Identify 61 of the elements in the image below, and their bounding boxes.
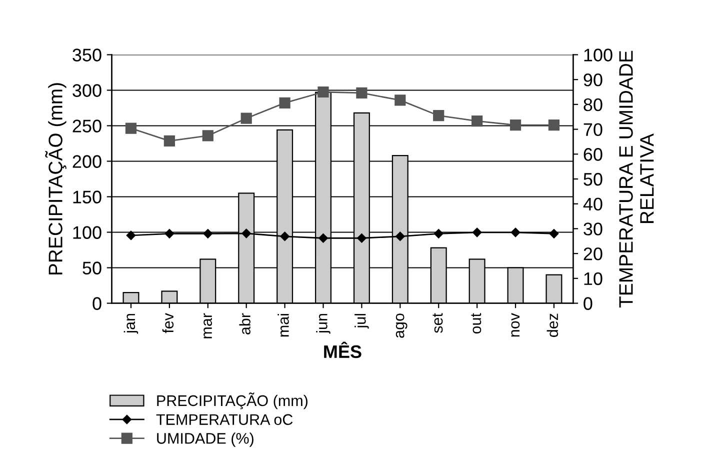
y-tick-label: 0 — [92, 297, 102, 310]
y-tick-label: 50 — [82, 262, 102, 274]
x-tick-label: jun — [316, 314, 330, 334]
point — [126, 230, 136, 240]
legend-label: PRECIPITAÇÃO (mm) — [157, 392, 308, 410]
y-tick-label: 350 — [72, 48, 102, 62]
y2-tick-label: 40 — [583, 198, 602, 211]
point — [164, 229, 174, 238]
point — [318, 234, 328, 243]
x-tick-label: jul — [354, 314, 369, 329]
point — [396, 232, 405, 242]
y2-tick-label: 70 — [584, 123, 602, 136]
point — [202, 130, 214, 142]
x-axis-title: MÊS — [324, 342, 362, 358]
y2-tick-label: 90 — [584, 74, 602, 86]
x-tick-label: mai — [278, 314, 289, 337]
y2-tick-label: 80 — [584, 98, 602, 112]
point — [357, 234, 366, 243]
x-tick-label: jan — [124, 314, 138, 334]
x-tick-label: ago — [396, 314, 408, 338]
y-tick-label: 150 — [73, 190, 102, 204]
point — [164, 135, 175, 147]
point — [434, 229, 444, 238]
point — [203, 229, 213, 238]
x-tick-label: dez — [546, 314, 558, 337]
point — [280, 232, 290, 242]
point — [318, 86, 329, 98]
legend-label: UMIDADE (%) — [157, 432, 254, 447]
point — [125, 122, 137, 134]
y-tick-label: 100 — [73, 226, 102, 239]
point — [510, 119, 522, 131]
y-tick-label: 250 — [72, 120, 102, 132]
point — [548, 119, 560, 131]
y2-tick-label: 0 — [584, 297, 592, 310]
point — [433, 110, 444, 122]
y-tick-label: 200 — [72, 155, 102, 168]
point — [279, 97, 290, 108]
y2-tick-label: 60 — [584, 148, 602, 161]
point — [356, 87, 368, 99]
y2-tick-label: 100 — [584, 48, 612, 62]
point — [394, 94, 406, 106]
y2-tick-label: 50 — [584, 172, 602, 186]
point — [242, 228, 251, 238]
point — [510, 228, 520, 238]
x-tick-label: abr — [239, 313, 250, 334]
y-tick-label: 300 — [72, 84, 102, 97]
point — [472, 116, 483, 127]
x-tick-label: nov — [511, 313, 520, 337]
y-axis-title: PRECIPITAÇÃO (mm) — [45, 83, 66, 274]
y2-tick-label: 20 — [584, 247, 602, 260]
y2-axis-title: TEMPERATURA E UMIDADE RELATIVA — [619, 50, 654, 308]
y2-tick-label: 30 — [584, 222, 602, 236]
x-tick-label: set — [432, 313, 443, 333]
point — [549, 229, 559, 238]
point — [240, 112, 252, 124]
x-tick-label: fev — [162, 313, 174, 334]
x-tick-label: out — [471, 313, 482, 334]
legend-label: TEMPERATURA oC — [156, 414, 293, 425]
y2-tick-label: 10 — [584, 272, 602, 286]
x-tick-label: mar — [204, 313, 212, 338]
point — [472, 228, 482, 238]
